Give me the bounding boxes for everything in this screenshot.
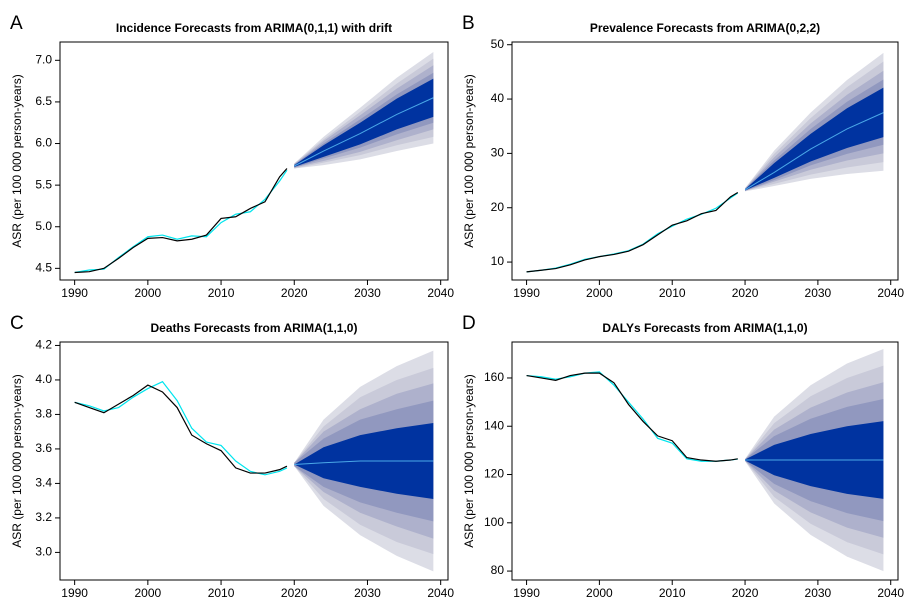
x-tick-label: 2000 — [134, 586, 161, 598]
series-line — [526, 192, 739, 273]
forecast-mean — [294, 460, 434, 465]
x-tick-label: 2030 — [354, 586, 381, 598]
x-tick-label: 2000 — [586, 286, 613, 300]
x-tick-label: 2020 — [732, 286, 759, 300]
panel-letter: D — [462, 313, 476, 334]
x-tick-label: 2000 — [586, 586, 613, 598]
series-line — [74, 168, 288, 274]
x-tick-label: 2040 — [877, 586, 904, 598]
y-tick-label: 30 — [491, 146, 505, 160]
y-tick-label: 3.2 — [35, 510, 52, 524]
y-tick-label: 3.4 — [35, 476, 52, 490]
plot-frame — [59, 41, 449, 281]
plot-frame — [59, 341, 449, 581]
x-tick-label: 2030 — [805, 286, 832, 300]
series-line — [74, 384, 288, 474]
y-axis-label: ASR (per 100 000 person-years) — [10, 374, 24, 547]
y-tick-label: 7.0 — [35, 52, 52, 66]
forecast-mean — [744, 112, 884, 191]
y-tick-label: 100 — [484, 515, 504, 529]
x-tick-label: 2030 — [805, 586, 832, 598]
series-line — [526, 192, 739, 273]
y-tick-label: 10 — [491, 254, 505, 268]
series-line — [74, 169, 288, 274]
panel-letter: B — [462, 13, 475, 34]
y-tick-label: 3.0 — [35, 545, 52, 559]
x-tick-label: 2020 — [281, 286, 308, 300]
y-tick-label: 5.5 — [35, 177, 52, 191]
x-tick-label: 2010 — [659, 286, 686, 300]
chart-title: Deaths Forecasts from ARIMA(1,1,0) — [151, 321, 358, 335]
x-tick-label: 2010 — [208, 286, 235, 300]
x-tick-label: 2010 — [659, 586, 686, 598]
y-tick-label: 4.2 — [35, 338, 52, 352]
x-tick-label: 2010 — [208, 586, 235, 598]
series-line — [526, 371, 738, 462]
y-tick-label: 3.8 — [35, 407, 52, 421]
y-tick-label: 6.5 — [35, 94, 52, 108]
x-tick-label: 2040 — [427, 586, 454, 598]
y-axis-label: ASR (per 100 000 person-years) — [10, 74, 24, 247]
x-tick-label: 1990 — [513, 586, 540, 598]
y-tick-label: 40 — [491, 91, 505, 105]
plot-frame — [511, 341, 899, 581]
y-tick-label: 50 — [491, 37, 505, 51]
plot-frame — [511, 41, 899, 281]
forecast-band — [294, 78, 434, 167]
y-tick-label: 80 — [491, 563, 505, 577]
series-line — [526, 372, 738, 462]
y-tick-label: 4.5 — [35, 261, 52, 275]
x-tick-label: 2000 — [134, 286, 161, 300]
y-tick-label: 5.0 — [35, 219, 52, 233]
y-tick-label: 160 — [484, 370, 504, 384]
x-tick-label: 2020 — [732, 586, 759, 598]
y-tick-label: 3.6 — [35, 441, 52, 455]
series-line — [74, 380, 288, 476]
panel-letter: A — [10, 13, 23, 34]
x-tick-label: 2030 — [354, 286, 381, 300]
y-tick-label: 4.0 — [35, 372, 52, 386]
x-tick-label: 1990 — [61, 286, 88, 300]
y-tick-label: 6.0 — [35, 136, 52, 150]
chart-title: DALYs Forecasts from ARIMA(1,1,0) — [602, 321, 807, 335]
x-tick-label: 1990 — [513, 286, 540, 300]
panel-letter: C — [10, 313, 24, 334]
y-tick-label: 120 — [484, 467, 504, 481]
x-tick-label: 2040 — [877, 286, 904, 300]
y-axis-label: ASR (per 100 000 person-years) — [462, 74, 476, 247]
x-tick-label: 2040 — [427, 286, 454, 300]
forecast-band — [745, 87, 884, 191]
y-axis-label: ASR (per 100 000 person-years) — [462, 374, 476, 547]
chart-title: Incidence Forecasts from ARIMA(0,1,1) wi… — [116, 21, 392, 35]
y-tick-label: 140 — [484, 418, 504, 432]
x-tick-label: 2020 — [281, 586, 308, 598]
chart-title: Prevalence Forecasts from ARIMA(0,2,2) — [590, 21, 820, 35]
y-tick-label: 20 — [491, 200, 505, 214]
forecast-mean — [294, 97, 434, 167]
x-tick-label: 1990 — [61, 586, 88, 598]
